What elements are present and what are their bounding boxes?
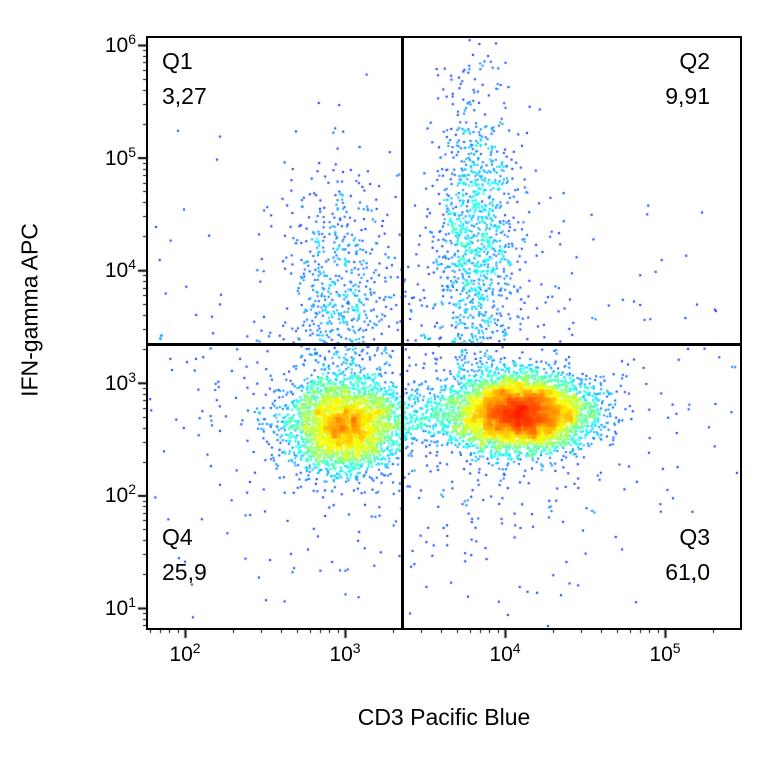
y-tick-label-10e3: 103	[104, 368, 136, 395]
quadrant-q4-name: Q4	[162, 524, 193, 550]
y-axis-title: IFN-gamma APC	[16, 223, 43, 397]
quadrant-label-q4: Q4 25,9	[162, 524, 207, 586]
x-tick-label-10e2: 102	[169, 640, 201, 666]
y-tick-label-10e1: 101	[104, 594, 136, 620]
y-tick-label-10e4: 104	[104, 256, 136, 283]
quadrant-label-q3: Q3 61,0	[665, 524, 710, 586]
y-tick-label-10e6: 106	[104, 31, 136, 57]
quadrant-q3-name: Q3	[679, 524, 710, 550]
quadrant-gate-horizontal[interactable]	[148, 343, 740, 347]
x-tick-label-10e3: 103	[329, 640, 361, 666]
quadrant-gate-vertical[interactable]	[401, 38, 405, 628]
quadrant-label-q1: Q1 3,27	[162, 48, 207, 110]
quadrant-q1-name: Q1	[162, 48, 193, 74]
quadrant-q2-value: 9,91	[665, 83, 710, 110]
quadrant-q4-value: 25,9	[162, 559, 207, 586]
x-tick-label-10e4: 104	[489, 640, 521, 666]
y-tick-label-10e5: 105	[104, 143, 136, 170]
x-tick-label-10e5: 105	[649, 640, 681, 666]
quadrant-label-q2: Q2 9,91	[665, 48, 710, 110]
x-axis-title: CD3 Pacific Blue	[357, 704, 531, 730]
quadrant-q2-name: Q2	[679, 48, 710, 74]
y-tick-label-10e2: 102	[104, 481, 136, 508]
quadrant-q3-value: 61,0	[665, 559, 710, 586]
quadrant-q1-value: 3,27	[162, 83, 207, 110]
